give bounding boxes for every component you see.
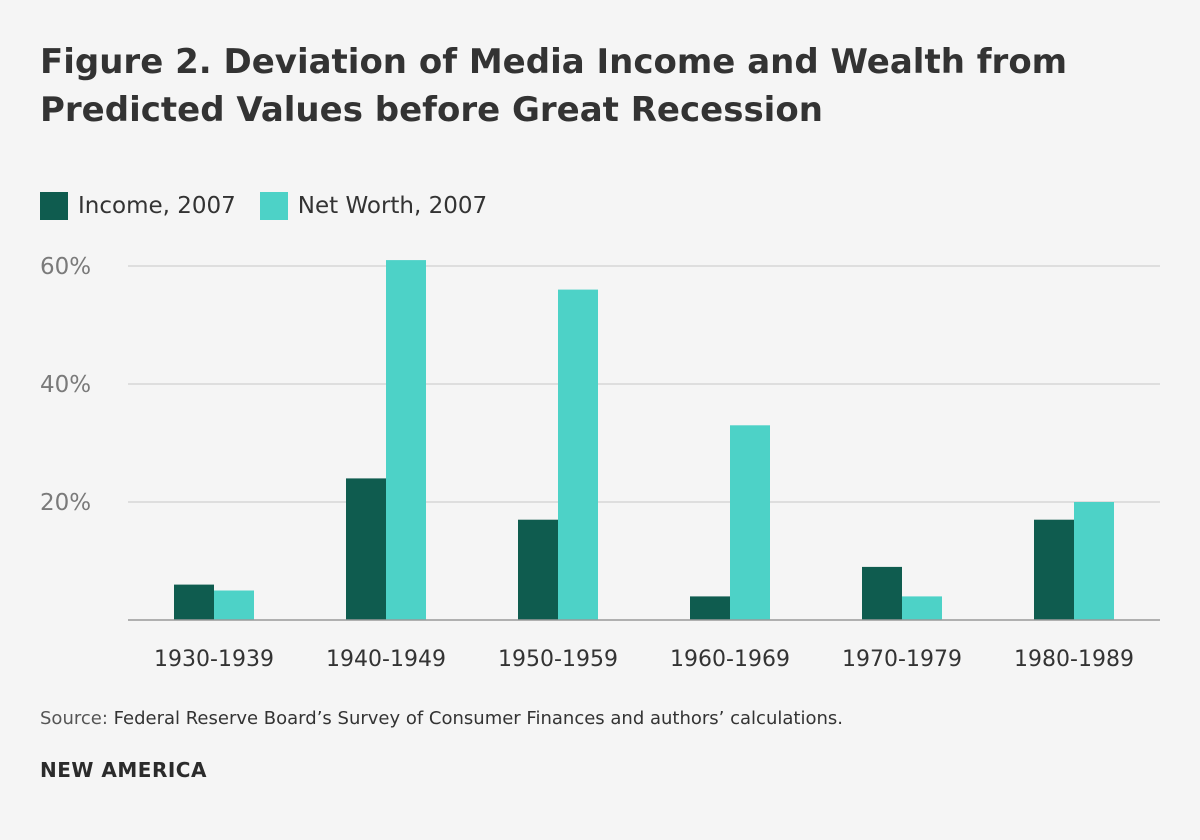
bar-income-1980-1989	[1034, 519, 1074, 620]
x-tick-label-1960-1969: 1960-1969	[670, 647, 790, 672]
legend: Income, 2007 Net Worth, 2007	[40, 192, 511, 220]
bar-chart: 20% 40% 60% 1930-1939 1940-1949 1950-1959 1960…	[40, 254, 1160, 672]
bar-net-worth-1980-1989	[1074, 502, 1114, 620]
bar-net-worth-1940-1949	[386, 260, 426, 620]
bar-net-worth-1950-1959	[558, 289, 598, 620]
x-tick-label-1940-1949: 1940-1949	[326, 647, 446, 672]
bar-net-worth-1960-1969	[730, 425, 770, 620]
bar-income-1930-1939	[174, 584, 214, 620]
bar-income-1960-1969	[690, 596, 730, 620]
chart-title-line-2: Predicted Values before Great Recession	[40, 90, 823, 130]
brand-wordmark: NEW AMERICA	[40, 758, 207, 782]
x-tick-label-1950-1959: 1950-1959	[498, 647, 618, 672]
legend-label-net-worth: Net Worth, 2007	[297, 193, 488, 219]
bar-income-1940-1949	[346, 478, 386, 620]
bar-net-worth-1930-1939	[214, 590, 254, 620]
source-text: Federal Reserve Board’s Survey of Consum…	[113, 708, 843, 729]
x-tick-label-1970-1979: 1970-1979	[842, 647, 962, 672]
y-tick-label-20: 20%	[40, 490, 91, 516]
source-label: Source:	[40, 708, 108, 729]
x-tick-label-1930-1939: 1930-1939	[154, 647, 274, 672]
legend-label-income: Income, 2007	[78, 193, 236, 219]
bar-income-1950-1959	[518, 519, 558, 620]
y-tick-label-40: 40%	[40, 372, 91, 398]
y-tick-label-60: 60%	[40, 254, 91, 280]
legend-swatch-net-worth	[259, 192, 288, 220]
x-tick-label-1980-1989: 1980-1989	[1014, 647, 1134, 672]
legend-item-net-worth: Net Worth, 2007	[259, 192, 488, 220]
bar-income-1970-1979	[862, 566, 902, 620]
legend-swatch-income	[40, 192, 68, 220]
chart-title: Figure 2. Deviation of Media Income and …	[40, 38, 1140, 134]
chart-title-line-1: Figure 2. Deviation of Media Income and …	[40, 42, 1068, 82]
source-note: Source: Federal Reserve Board’s Survey o…	[40, 708, 843, 729]
bar-net-worth-1970-1979	[902, 596, 942, 620]
legend-item-income: Income, 2007	[40, 192, 236, 220]
